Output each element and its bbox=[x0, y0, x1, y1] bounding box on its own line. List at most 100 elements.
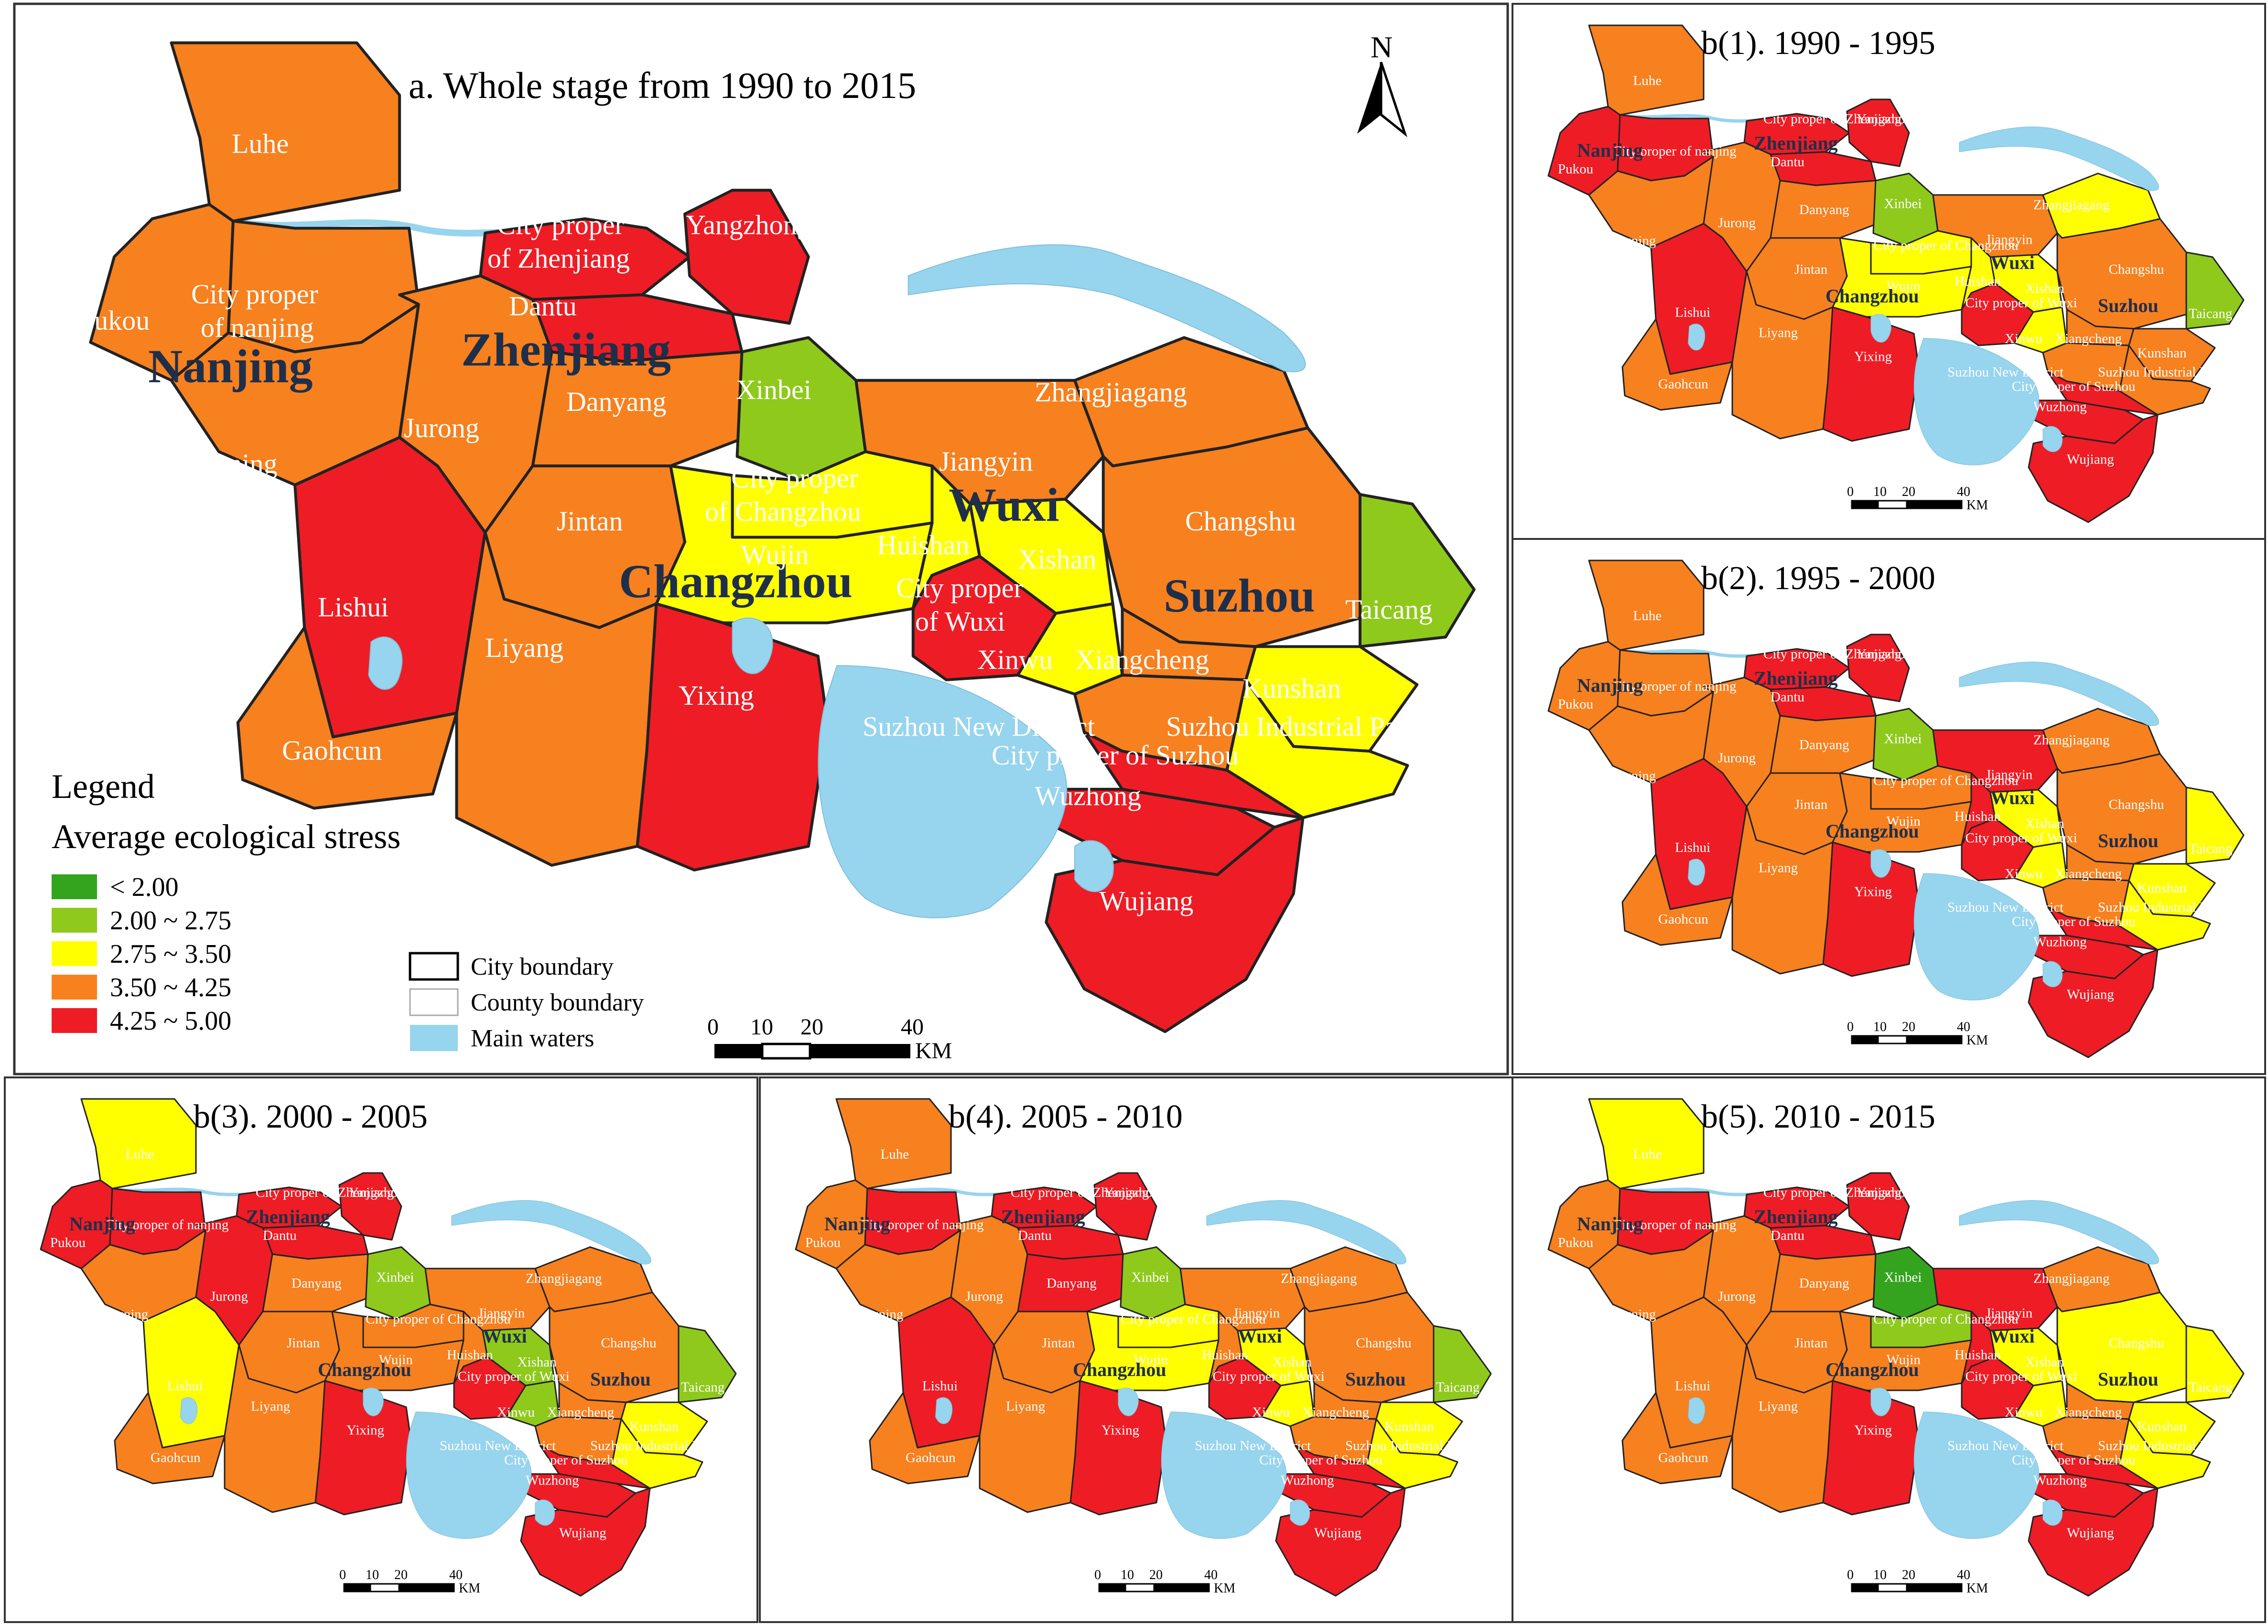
svg-text:40: 40 bbox=[1204, 1568, 1218, 1582]
panel-b4-label-lishui: Lishui bbox=[922, 1378, 958, 1394]
panel-b4-label-zhangjiagang: Zhangjiagang bbox=[1281, 1271, 1357, 1286]
label-liyang: Liyang bbox=[485, 632, 563, 663]
svg-text:20: 20 bbox=[800, 1014, 823, 1040]
panel-b2-label-yangzhong: Yangzhong bbox=[1857, 646, 1919, 662]
panel-b3-label-wuzhong: Wuzhong bbox=[526, 1473, 579, 1488]
panel-b5-label-danyang: Danyang bbox=[1799, 1276, 1849, 1291]
panel-b1-city-zhenjiang: Zhenjiang bbox=[1754, 132, 1838, 154]
panel-b3-label-snd: Suzhou New District bbox=[440, 1438, 556, 1453]
panel-b2-label-xiangcheng: Xiangcheng bbox=[2055, 866, 2122, 882]
label-jiangning: Jiangning bbox=[170, 448, 278, 479]
panel-b2-title: b(2). 1995 - 2000 bbox=[1701, 560, 1935, 597]
panel-b4-label-danyang: Danyang bbox=[1047, 1276, 1097, 1291]
region-yangzhong bbox=[1846, 98, 1910, 167]
panel-b5-frame bbox=[1512, 1076, 2266, 1623]
region-luhe bbox=[1588, 1098, 1705, 1189]
panel-b1-label-wuxi_proper: City proper of Wuxi bbox=[1966, 295, 2077, 311]
region-luhe bbox=[80, 1098, 197, 1189]
label-nanjing-proper-line: City proper bbox=[191, 279, 318, 310]
panel-b5-label-xinwu: Xinwu bbox=[2005, 1405, 2042, 1420]
panel-b3-label-zhenjiang_proper: City proper of Zhenjiang bbox=[256, 1185, 394, 1200]
panel-b4-label-nanjing_proper: City proper of nanjing bbox=[860, 1217, 984, 1233]
panel-b2-label-xinwu: Xinwu bbox=[2005, 866, 2042, 882]
panel-b4-label-snd: Suzhou New District bbox=[1195, 1438, 1311, 1453]
panel-b4-label-yangzhong: Yangzhong bbox=[1104, 1185, 1166, 1200]
panel-b2-label-jiangyin: Jiangyin bbox=[1986, 767, 2033, 783]
panel-b5-label-snd: Suzhou New District bbox=[1947, 1438, 2063, 1453]
panel-b1-label-sip: Suzhou Industrial Park bbox=[2098, 365, 2225, 380]
panel-b3-label-dantu: Dantu bbox=[263, 1228, 297, 1243]
label-lishui: Lishui bbox=[318, 592, 389, 623]
panel-b5-label-nanjing_proper: City proper of nanjing bbox=[1613, 1217, 1737, 1233]
panel-b2-label-suzhou_proper: City proper of Suzhou bbox=[2012, 914, 2136, 929]
label-wujin: Wujin bbox=[741, 539, 809, 570]
panel-b1-label-gaohcun: Gaohcun bbox=[1658, 376, 1708, 392]
panel-b4-label-kunshan: Kunshan bbox=[1385, 1419, 1435, 1434]
panel-b3-label-wuxi_proper: City proper of Wuxi bbox=[458, 1369, 570, 1384]
panel-b2-label-lishui: Lishui bbox=[1675, 840, 1710, 855]
panel-b5-label-jintan: Jintan bbox=[1794, 1335, 1828, 1351]
panel-b3-city-nanjing: Nanjing bbox=[69, 1213, 135, 1235]
panel-a-title: a. Whole stage from 1990 to 2015 bbox=[409, 65, 916, 106]
svg-text:40: 40 bbox=[1957, 1568, 1970, 1582]
panel-b4-label-luhe: Luhe bbox=[881, 1147, 909, 1162]
water-body bbox=[1913, 1411, 2040, 1539]
label-nanjing-proper: City proper of nanjing bbox=[191, 279, 318, 343]
panel-b1-label-luhe: Luhe bbox=[1633, 73, 1662, 88]
panel-b3-label-kunshan: Kunshan bbox=[630, 1419, 680, 1434]
water-body bbox=[535, 1499, 555, 1526]
panel-b1-title: b(1). 1990 - 1995 bbox=[1701, 25, 1935, 62]
region-gaohcun bbox=[1621, 853, 1733, 946]
panel-b3-label-xinwu: Xinwu bbox=[497, 1405, 535, 1420]
svg-text:KM: KM bbox=[915, 1038, 952, 1064]
panel-b4-label-changzhou_proper: City proper of Changzhou bbox=[1121, 1312, 1266, 1327]
panel-b5-label-wuzhong: Wuzhong bbox=[2033, 1473, 2087, 1488]
panel-b1-label-danyang: Danyang bbox=[1799, 202, 1849, 217]
legend-label-4: 4.25 ~ 5.00 bbox=[110, 1006, 231, 1036]
label-yangzhong: Yangzhong bbox=[686, 209, 811, 240]
panel-b3-label-xiangcheng: Xiangcheng bbox=[547, 1405, 614, 1420]
label-xishan: Xishan bbox=[1018, 544, 1096, 575]
panel-b2-label-danyang: Danyang bbox=[1799, 737, 1849, 753]
panel-b5-city-suzhou: Suzhou bbox=[2098, 1368, 2159, 1390]
city-boundary-label: City boundary bbox=[471, 953, 614, 980]
main-waters-swatch bbox=[410, 1025, 458, 1051]
panel-b1-label-yangzhong: Yangzhong bbox=[1857, 111, 1919, 127]
panel-b1-label-wujiang: Wujiang bbox=[2067, 452, 2114, 467]
panel-b1-label-zhenjiang_proper: City proper of Zhenjiang bbox=[1763, 111, 1901, 127]
panel-b5-label-huishan: Huishan bbox=[1955, 1347, 2001, 1363]
water-body bbox=[1074, 840, 1114, 893]
water-body bbox=[180, 1397, 198, 1424]
panel-b2-frame bbox=[1512, 538, 2266, 1075]
panel-b3-label-nanjing_proper: City proper of nanjing bbox=[105, 1217, 229, 1233]
legend-label-0: < 2.00 bbox=[110, 872, 179, 902]
label-dantu: Dantu bbox=[509, 290, 577, 322]
panel-b5-label-jurong: Jurong bbox=[1718, 1289, 1756, 1304]
region-xinwu bbox=[1016, 602, 1124, 696]
panel-b5-label-yangzhong: Yangzhong bbox=[1857, 1185, 1919, 1200]
water-body bbox=[907, 244, 1306, 373]
panel-b3-label-lishui: Lishui bbox=[167, 1378, 203, 1394]
water-body bbox=[818, 665, 1068, 918]
panel-b4-city-suzhou: Suzhou bbox=[1345, 1368, 1406, 1390]
panel-b2-label-jintan: Jintan bbox=[1794, 797, 1828, 812]
svg-text:0: 0 bbox=[707, 1014, 719, 1040]
panel-b2-label-zhenjiang_proper: City proper of Zhenjiang bbox=[1763, 646, 1901, 662]
panel-b4-label-sip: Suzhou Industrial Park bbox=[1345, 1438, 1472, 1453]
panel-b5-label-liyang: Liyang bbox=[1759, 1399, 1798, 1414]
panel-b1-label-jurong: Jurong bbox=[1718, 215, 1756, 231]
panel-b2-label-luhe: Luhe bbox=[1633, 608, 1662, 624]
panel-b2-label-wuzhong: Wuzhong bbox=[2033, 935, 2087, 950]
panel-b3-frame bbox=[4, 1076, 758, 1623]
svg-text:0: 0 bbox=[339, 1568, 346, 1582]
label-danyang: Danyang bbox=[566, 386, 666, 417]
label-kunshan: Kunshan bbox=[1242, 673, 1341, 704]
region-luhe bbox=[170, 41, 401, 223]
panel-b3-label-wujin: Wujin bbox=[379, 1352, 413, 1367]
water-body bbox=[1687, 859, 1706, 886]
